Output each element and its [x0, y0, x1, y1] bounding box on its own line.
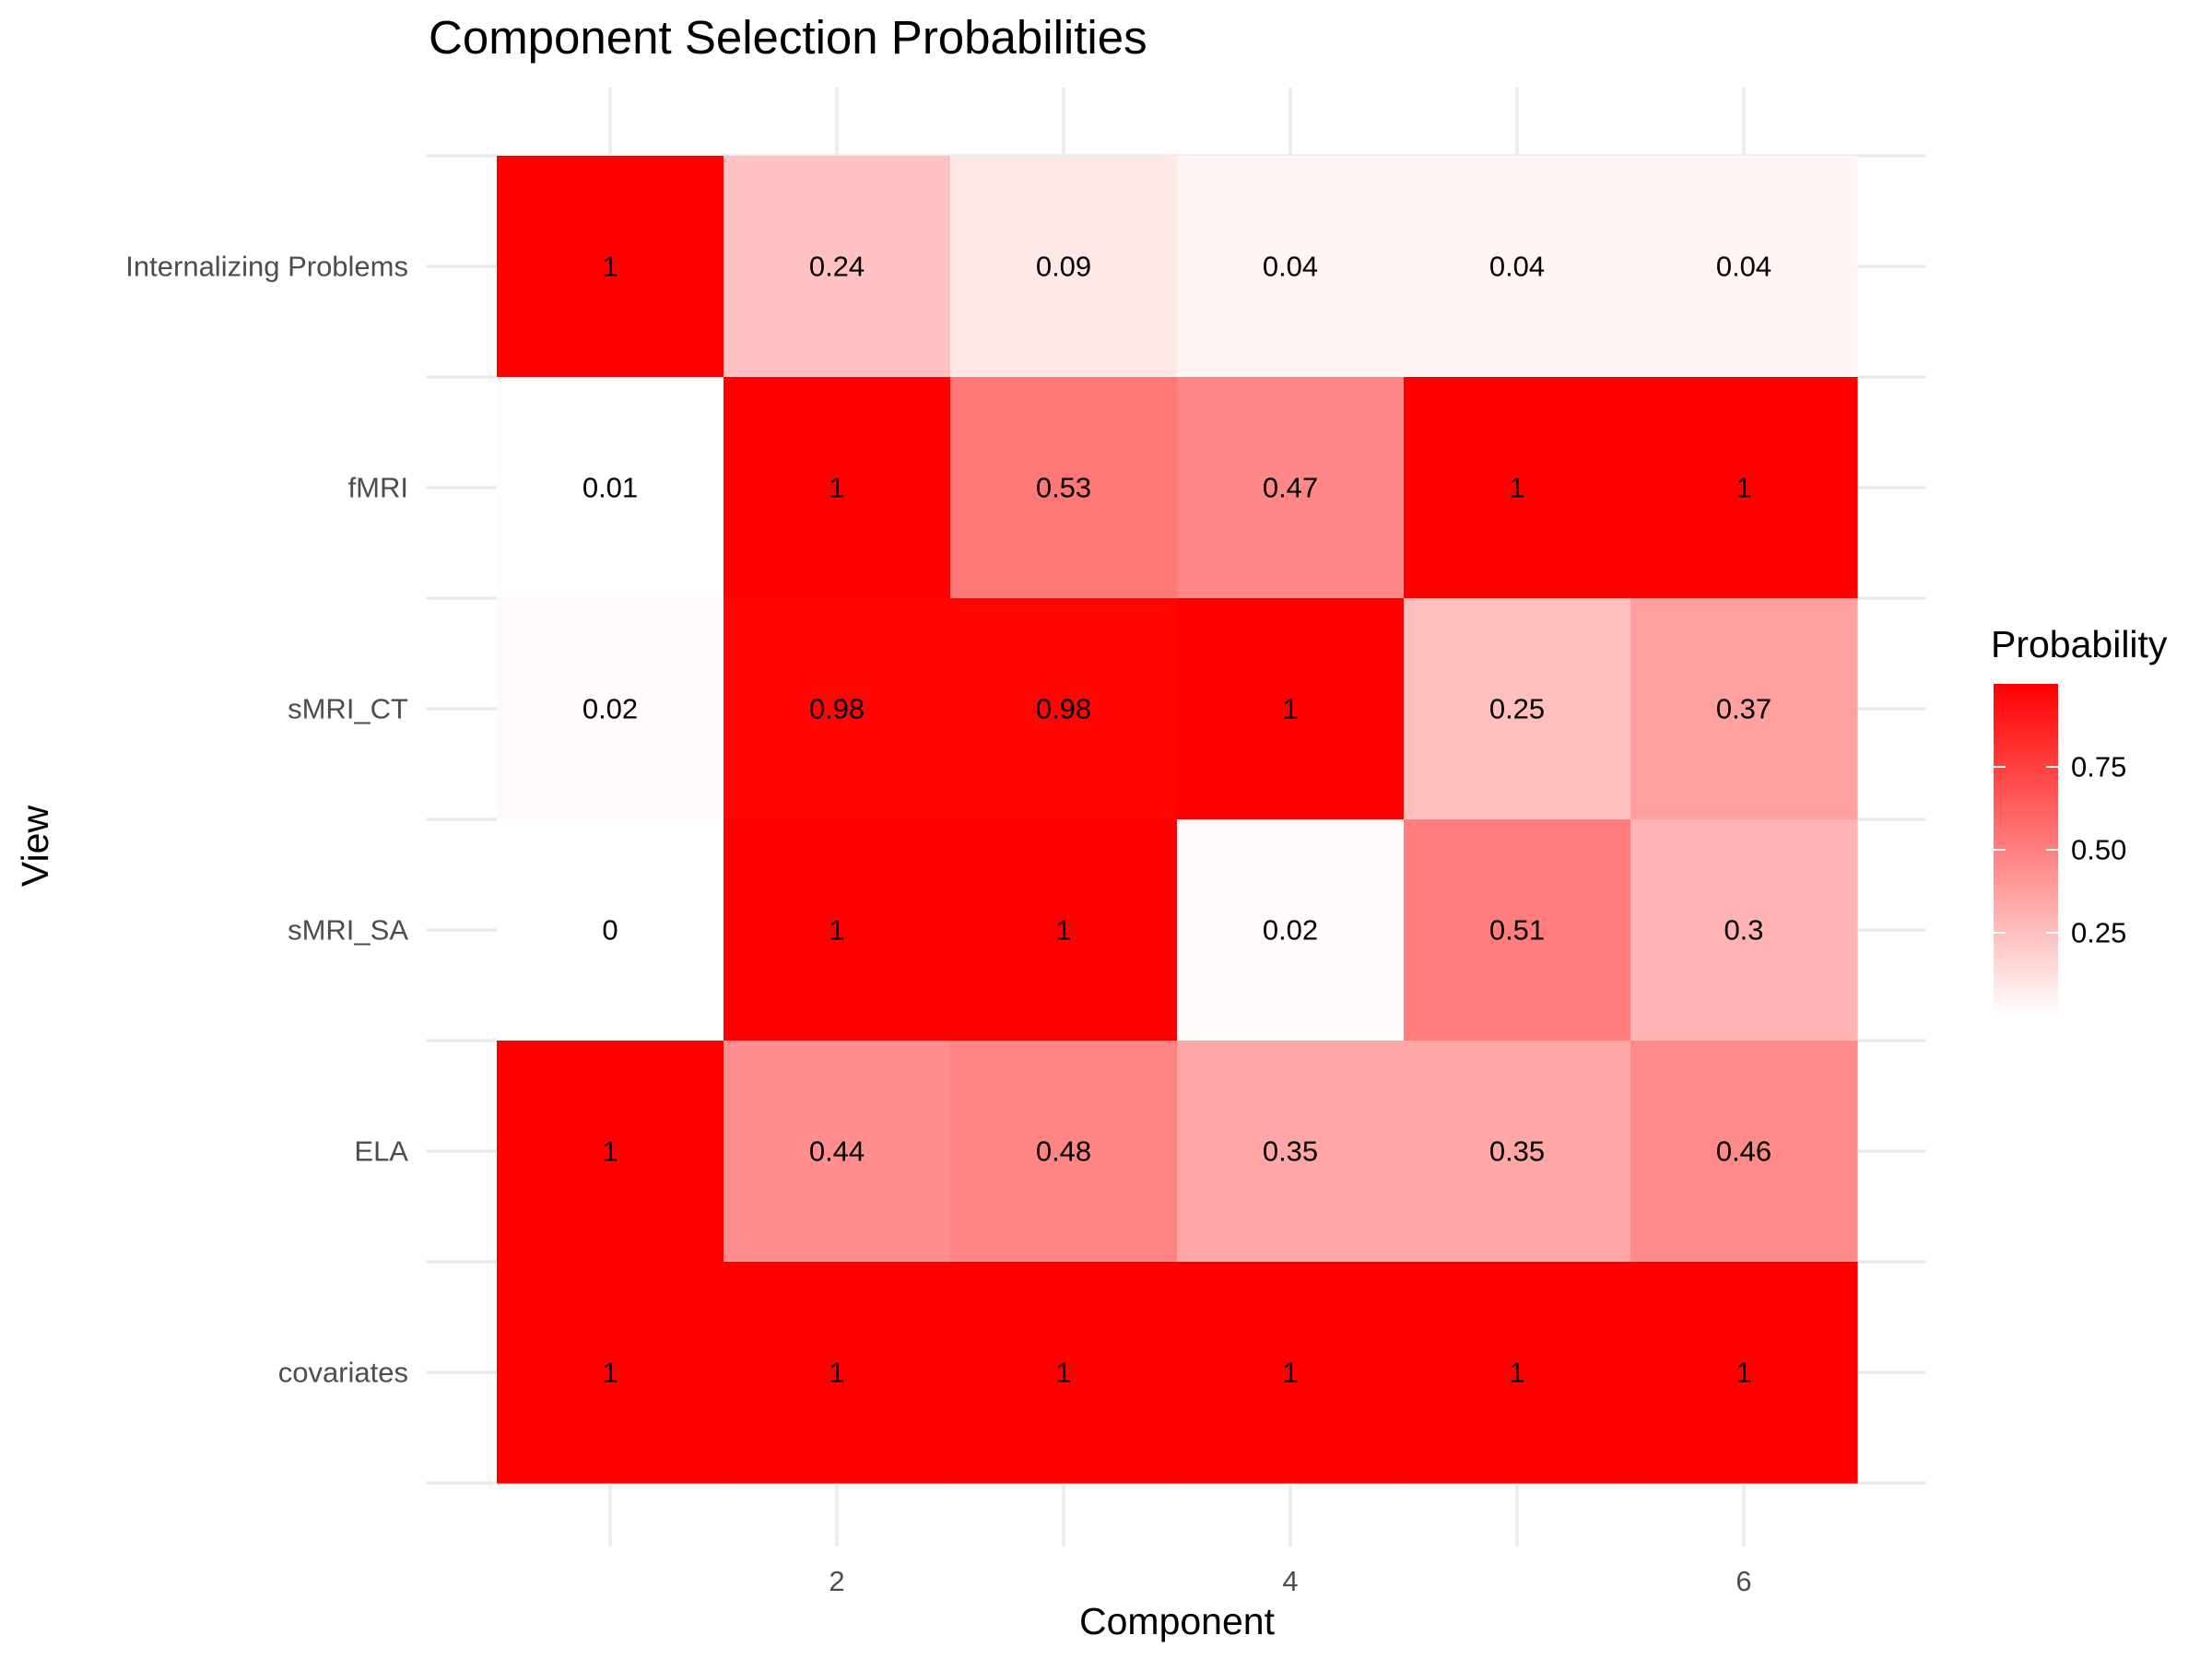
- heatmap-cell: [950, 819, 1178, 1041]
- cell-value-label: 0.24: [809, 251, 865, 283]
- y-tick-label: covariates: [278, 1357, 408, 1389]
- heatmap-cell: [1177, 1262, 1405, 1484]
- legend-tick-label: 0.50: [2071, 834, 2126, 866]
- heatmap-cell: [1177, 819, 1405, 1041]
- cell-value-label: 1: [1282, 1357, 1298, 1389]
- cell-value-label: 0.46: [1716, 1135, 1771, 1168]
- cell-value-label: 0.09: [1036, 251, 1091, 283]
- cell-value-label: 1: [1735, 1357, 1751, 1389]
- heatmap-cell: [1630, 598, 1858, 820]
- cell-value-label: 0.47: [1263, 472, 1318, 504]
- heatmap-cell: [497, 598, 724, 820]
- cell-value-label: 0.25: [1489, 693, 1545, 725]
- heatmap-cell: [1630, 1041, 1858, 1263]
- x-axis-title: Component: [1079, 1600, 1276, 1642]
- heatmap-cell: [1630, 819, 1858, 1041]
- cell-value-label: 0.02: [1263, 914, 1318, 947]
- chart-title: Component Selection Probabilities: [429, 11, 1147, 64]
- y-tick-label: sMRI_CT: [288, 693, 408, 725]
- heatmap-cell: [950, 156, 1178, 378]
- cell-value-label: 1: [1282, 693, 1298, 725]
- cell-value-label: 1: [602, 1357, 618, 1389]
- heatmap-cell: [497, 1262, 724, 1484]
- legend-tick-label: 0.75: [2071, 751, 2126, 783]
- cell-value-label: 1: [829, 914, 844, 947]
- cell-value-label: 1: [1509, 472, 1524, 504]
- heatmap-cells: [497, 156, 1858, 1484]
- y-axis-tick-labels: Internalizing Problems fMRI sMRI_CT sMRI_SA…: [125, 251, 408, 1389]
- heatmap-cell: [1177, 156, 1405, 378]
- y-tick-label: ELA: [354, 1135, 408, 1168]
- cell-value-label: 1: [602, 251, 618, 283]
- cell-value-label: 1: [1735, 472, 1751, 504]
- heatmap-cell: [724, 377, 951, 599]
- heatmap-cell: [1630, 1262, 1858, 1484]
- x-axis-tick-labels: 2 4 6: [829, 1565, 1751, 1597]
- heatmap-cell: [1404, 598, 1631, 820]
- cell-value-label: 0.48: [1036, 1135, 1091, 1168]
- x-tick-label: 4: [1282, 1565, 1298, 1597]
- cell-value-label: 1: [829, 472, 844, 504]
- heatmap-cell: [950, 1041, 1178, 1263]
- heatmap-cell: [724, 156, 951, 378]
- y-tick-label: sMRI_SA: [288, 914, 408, 947]
- heatmap-cell: [724, 819, 951, 1041]
- x-tick-label: 6: [1735, 1565, 1751, 1597]
- heatmap-cell: [1404, 1262, 1631, 1484]
- cell-value-label: 0.35: [1263, 1135, 1318, 1168]
- cell-value-label: 0.04: [1489, 251, 1545, 283]
- heatmap-cell: [1404, 156, 1631, 378]
- heatmap-cell: [724, 1262, 951, 1484]
- heatmap-cell: [950, 598, 1178, 820]
- legend-tick-label: 0.25: [2071, 917, 2126, 949]
- heatmap-cell: [950, 1262, 1178, 1484]
- cell-value-label: 0: [602, 914, 618, 947]
- heatmap-cell: [1177, 1041, 1405, 1263]
- heatmap-cell: [1404, 1041, 1631, 1263]
- cell-value-label: 0.01: [582, 472, 638, 504]
- cell-value-label: 0.98: [1036, 693, 1091, 725]
- heatmap-cell: [724, 1041, 951, 1263]
- y-tick-label: fMRI: [348, 472, 408, 504]
- heatmap-cell: [1404, 819, 1631, 1041]
- cell-value-label: 1: [829, 1357, 844, 1389]
- cell-value-label: 0.04: [1263, 251, 1318, 283]
- cell-value-label: 1: [1055, 1357, 1071, 1389]
- cell-value-label: 0.53: [1036, 472, 1091, 504]
- x-tick-label: 2: [829, 1565, 844, 1597]
- color-legend: Probability 0.75 0.50 0.25: [1991, 623, 2168, 1016]
- heatmap-cell: [1630, 156, 1858, 378]
- heatmap-cell: [497, 377, 724, 599]
- heatmap-cell: [1177, 377, 1405, 599]
- cell-value-label: 1: [1055, 914, 1071, 947]
- heatmap-cell: [497, 156, 724, 378]
- y-tick-label: Internalizing Problems: [125, 251, 408, 283]
- heatmap-cell-labels: 1 0.24 0.09 0.04 0.04 0.04 0.01 1 0.53 0.47 1 1 0.02…: [582, 251, 1771, 1389]
- legend-ticks: 0.75 0.50 0.25: [1994, 751, 2126, 949]
- cell-value-label: 0.44: [809, 1135, 865, 1168]
- legend-title: Probability: [1991, 623, 2168, 665]
- cell-value-label: 0.3: [1724, 914, 1763, 947]
- heatmap-cell: [1630, 377, 1858, 599]
- cell-value-label: 0.98: [809, 693, 865, 725]
- y-axis-title: View: [14, 806, 56, 888]
- cell-value-label: 0.51: [1489, 914, 1545, 947]
- heatmap-cell: [950, 377, 1178, 599]
- heatmap-cell: [497, 819, 724, 1041]
- cell-value-label: 0.04: [1716, 251, 1771, 283]
- heatmap-cell: [724, 598, 951, 820]
- cell-value-label: 0.37: [1716, 693, 1771, 725]
- cell-value-label: 1: [1509, 1357, 1524, 1389]
- cell-value-label: 0.35: [1489, 1135, 1545, 1168]
- cell-value-label: 1: [602, 1135, 618, 1168]
- cell-value-label: 0.02: [582, 693, 638, 725]
- heatmap-cell: [1177, 598, 1405, 820]
- heatmap-cell: [1404, 377, 1631, 599]
- heatmap-cell: [497, 1041, 724, 1263]
